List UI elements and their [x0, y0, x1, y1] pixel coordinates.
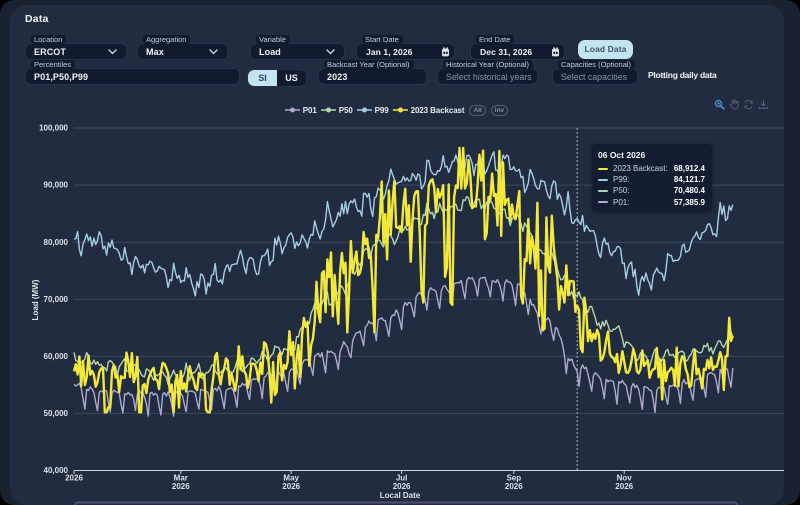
- svg-text:40,000: 40,000: [44, 466, 69, 475]
- svg-text:2026: 2026: [172, 482, 190, 491]
- svg-text:50,000: 50,000: [44, 409, 69, 418]
- svg-text:Jul: Jul: [396, 474, 408, 483]
- svg-text:May: May: [283, 474, 299, 483]
- svg-text:2026: 2026: [615, 482, 633, 491]
- svg-text:90,000: 90,000: [44, 181, 69, 190]
- svg-text:2026: 2026: [65, 474, 83, 483]
- svg-text:60,000: 60,000: [44, 352, 69, 361]
- svg-text:2026: 2026: [505, 482, 523, 491]
- svg-text:Nov: Nov: [617, 474, 633, 483]
- svg-text:Local Date: Local Date: [380, 491, 421, 500]
- svg-text:2026: 2026: [282, 482, 300, 491]
- svg-text:80,000: 80,000: [44, 238, 69, 247]
- svg-text:Sep: Sep: [506, 474, 521, 483]
- svg-text:70,000: 70,000: [44, 295, 69, 304]
- svg-text:Mar: Mar: [174, 474, 188, 483]
- svg-text:100,000: 100,000: [39, 124, 68, 133]
- svg-text:Load (MW): Load (MW): [31, 279, 40, 320]
- svg-text:2026: 2026: [393, 482, 411, 491]
